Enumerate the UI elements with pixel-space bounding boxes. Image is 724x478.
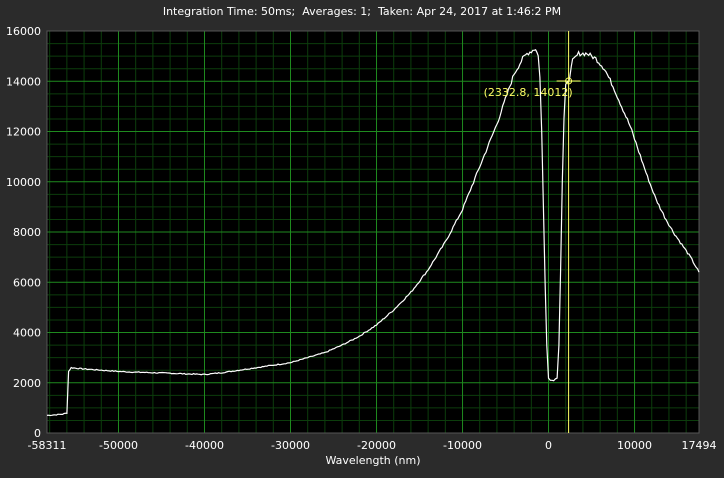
y-tick-label: 6000 xyxy=(13,276,41,289)
y-tick-label: 10000 xyxy=(6,176,41,189)
cursor-marker[interactable] xyxy=(565,77,573,85)
y-tick-label: 2000 xyxy=(13,377,41,390)
x-tick-label: 17494 xyxy=(682,439,717,452)
y-tick-label: 16000 xyxy=(6,25,41,38)
y-tick-label: 12000 xyxy=(6,126,41,139)
y-axis-ticks: 0 2000 4000 6000 8000 10000 12000 14000 16000 xyxy=(6,25,41,440)
x-tick-label: -30000 xyxy=(271,439,310,452)
y-tick-label: 14000 xyxy=(6,75,41,88)
chart-title: Integration Time: 50ms; Averages: 1; Tak… xyxy=(162,5,562,18)
x-tick-label: -50000 xyxy=(99,439,138,452)
x-tick-label: -40000 xyxy=(185,439,224,452)
x-axis-ticks: -58311 -50000 -40000 -30000 -20000 -10000 0 100… xyxy=(28,439,717,452)
plot-border xyxy=(46,30,700,434)
x-tick-label: -58311 xyxy=(28,439,67,452)
x-tick-label: -10000 xyxy=(443,439,482,452)
x-tick-label: 0 xyxy=(545,439,552,452)
spectrum-trace xyxy=(46,49,700,417)
y-tick-label: 0 xyxy=(34,427,41,440)
x-tick-label: -20000 xyxy=(357,439,396,452)
cursor-readout: (2332.8, 14012) xyxy=(484,86,573,99)
y-tick-label: 4000 xyxy=(13,327,41,340)
y-tick-label: 8000 xyxy=(13,226,41,239)
x-tick-label: 10000 xyxy=(617,439,652,452)
x-axis-title: Wavelength (nm) xyxy=(325,454,420,467)
